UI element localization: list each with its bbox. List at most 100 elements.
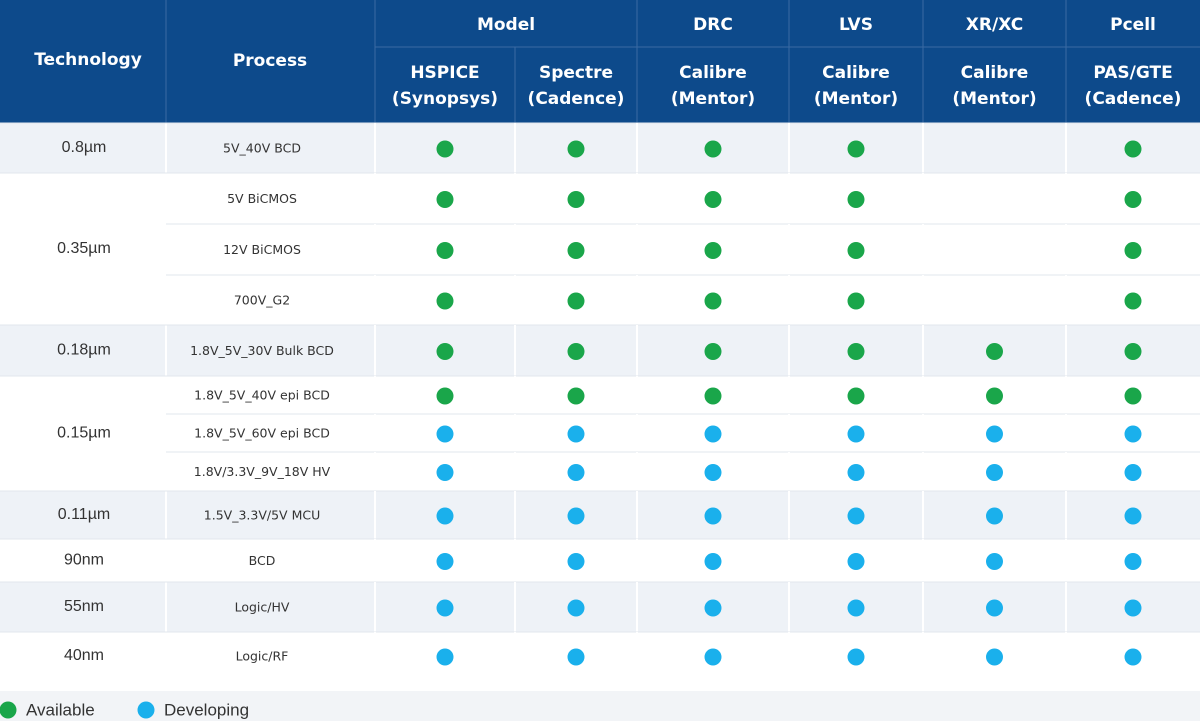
status-dot — [847, 464, 865, 481]
row-bg — [0, 582, 1200, 632]
legend-bg — [0, 691, 1200, 721]
process: BCD — [249, 553, 276, 568]
status-dot — [1124, 387, 1142, 405]
status-dot — [436, 140, 454, 158]
status-dot — [567, 140, 585, 158]
status-dot — [1124, 553, 1142, 570]
process: 1.8V_5V_30V Bulk BCD — [190, 343, 334, 358]
tool-header: Calibre — [679, 63, 747, 83]
status-dot — [567, 425, 585, 443]
row-bg — [0, 539, 1200, 582]
legend-label: Available — [26, 700, 95, 719]
technology: 0.18µm — [57, 342, 111, 359]
tool-header: (Synopsys) — [392, 89, 498, 109]
status-dot — [1124, 343, 1142, 360]
status-dot — [847, 343, 865, 360]
status-dot — [567, 464, 585, 481]
tool-header: Calibre — [822, 63, 890, 83]
status-dot — [847, 553, 865, 570]
technology: 55nm — [64, 598, 104, 615]
tool-header: Calibre — [961, 63, 1029, 83]
status-dot — [704, 553, 722, 570]
group-header: Pcell — [1110, 15, 1156, 35]
status-dot — [436, 242, 454, 259]
status-dot — [986, 507, 1003, 525]
status-dot — [436, 464, 454, 481]
status-dot — [1124, 292, 1142, 310]
status-dot — [704, 191, 722, 208]
status-dot — [704, 343, 722, 360]
tool-header: (Cadence) — [1085, 89, 1182, 109]
status-dot — [436, 507, 454, 525]
status-dot — [847, 507, 865, 525]
status-dot — [986, 464, 1003, 481]
status-dot — [847, 425, 865, 443]
technology: 0.35µm — [57, 240, 111, 257]
status-dot — [567, 599, 585, 617]
status-dot — [847, 292, 865, 310]
status-dot — [704, 425, 722, 443]
status-dot — [436, 292, 454, 310]
status-dot — [704, 292, 722, 310]
process: Logic/HV — [235, 600, 290, 615]
tool-header: (Mentor) — [671, 89, 755, 109]
status-dot — [567, 343, 585, 360]
technology: 40nm — [64, 647, 104, 664]
status-dot — [847, 648, 865, 666]
status-dot — [567, 191, 585, 208]
status-dot — [1124, 140, 1142, 158]
technology: 0.15µm — [57, 425, 111, 442]
process: 700V_G2 — [234, 293, 290, 308]
tool-header: HSPICE — [410, 63, 479, 83]
status-dot — [847, 387, 865, 405]
process: 1.8V/3.3V_9V_18V HV — [194, 464, 331, 479]
status-dot — [704, 464, 722, 481]
legend-dot — [137, 701, 155, 719]
process: 5V BiCMOS — [227, 191, 297, 206]
tool-header: (Cadence) — [528, 89, 625, 109]
row-bg — [0, 325, 1200, 376]
row-bg — [0, 173, 1200, 325]
process: 1.5V_3.3V/5V MCU — [204, 508, 320, 523]
status-dot — [1124, 464, 1142, 481]
status-dot — [986, 387, 1003, 405]
row-bg — [0, 376, 1200, 491]
header-bg — [0, 0, 1200, 123]
legend-dot — [0, 701, 17, 719]
status-dot — [567, 292, 585, 310]
tool-header: (Mentor) — [952, 89, 1036, 109]
group-header: LVS — [839, 15, 873, 35]
status-dot — [847, 599, 865, 617]
tool-header: PAS/GTE — [1093, 63, 1172, 83]
status-dot — [986, 599, 1003, 617]
process: 12V BiCMOS — [223, 242, 301, 257]
status-dot — [436, 191, 454, 208]
status-dot — [986, 648, 1003, 666]
technology: 0.11µm — [58, 506, 111, 523]
row-bg — [0, 491, 1200, 539]
group-header: XR/XC — [966, 15, 1023, 35]
status-dot — [1124, 507, 1142, 525]
legend-label: Developing — [164, 700, 249, 719]
status-dot — [436, 343, 454, 360]
status-dot — [1124, 599, 1142, 617]
group-header: Model — [477, 15, 535, 35]
status-dot — [1124, 242, 1142, 259]
status-dot — [436, 599, 454, 617]
status-dot — [704, 648, 722, 666]
status-dot — [567, 242, 585, 259]
status-dot — [986, 425, 1003, 443]
process: 5V_40V BCD — [223, 141, 301, 156]
row-bg — [0, 632, 1200, 680]
status-dot — [436, 553, 454, 570]
header-cell: Technology — [34, 50, 142, 70]
status-dot — [436, 648, 454, 666]
status-dot — [847, 242, 865, 259]
status-dot — [704, 387, 722, 405]
row-bg — [0, 123, 1200, 173]
group-header: DRC — [693, 15, 733, 35]
status-dot — [847, 191, 865, 208]
status-dot — [436, 425, 454, 443]
